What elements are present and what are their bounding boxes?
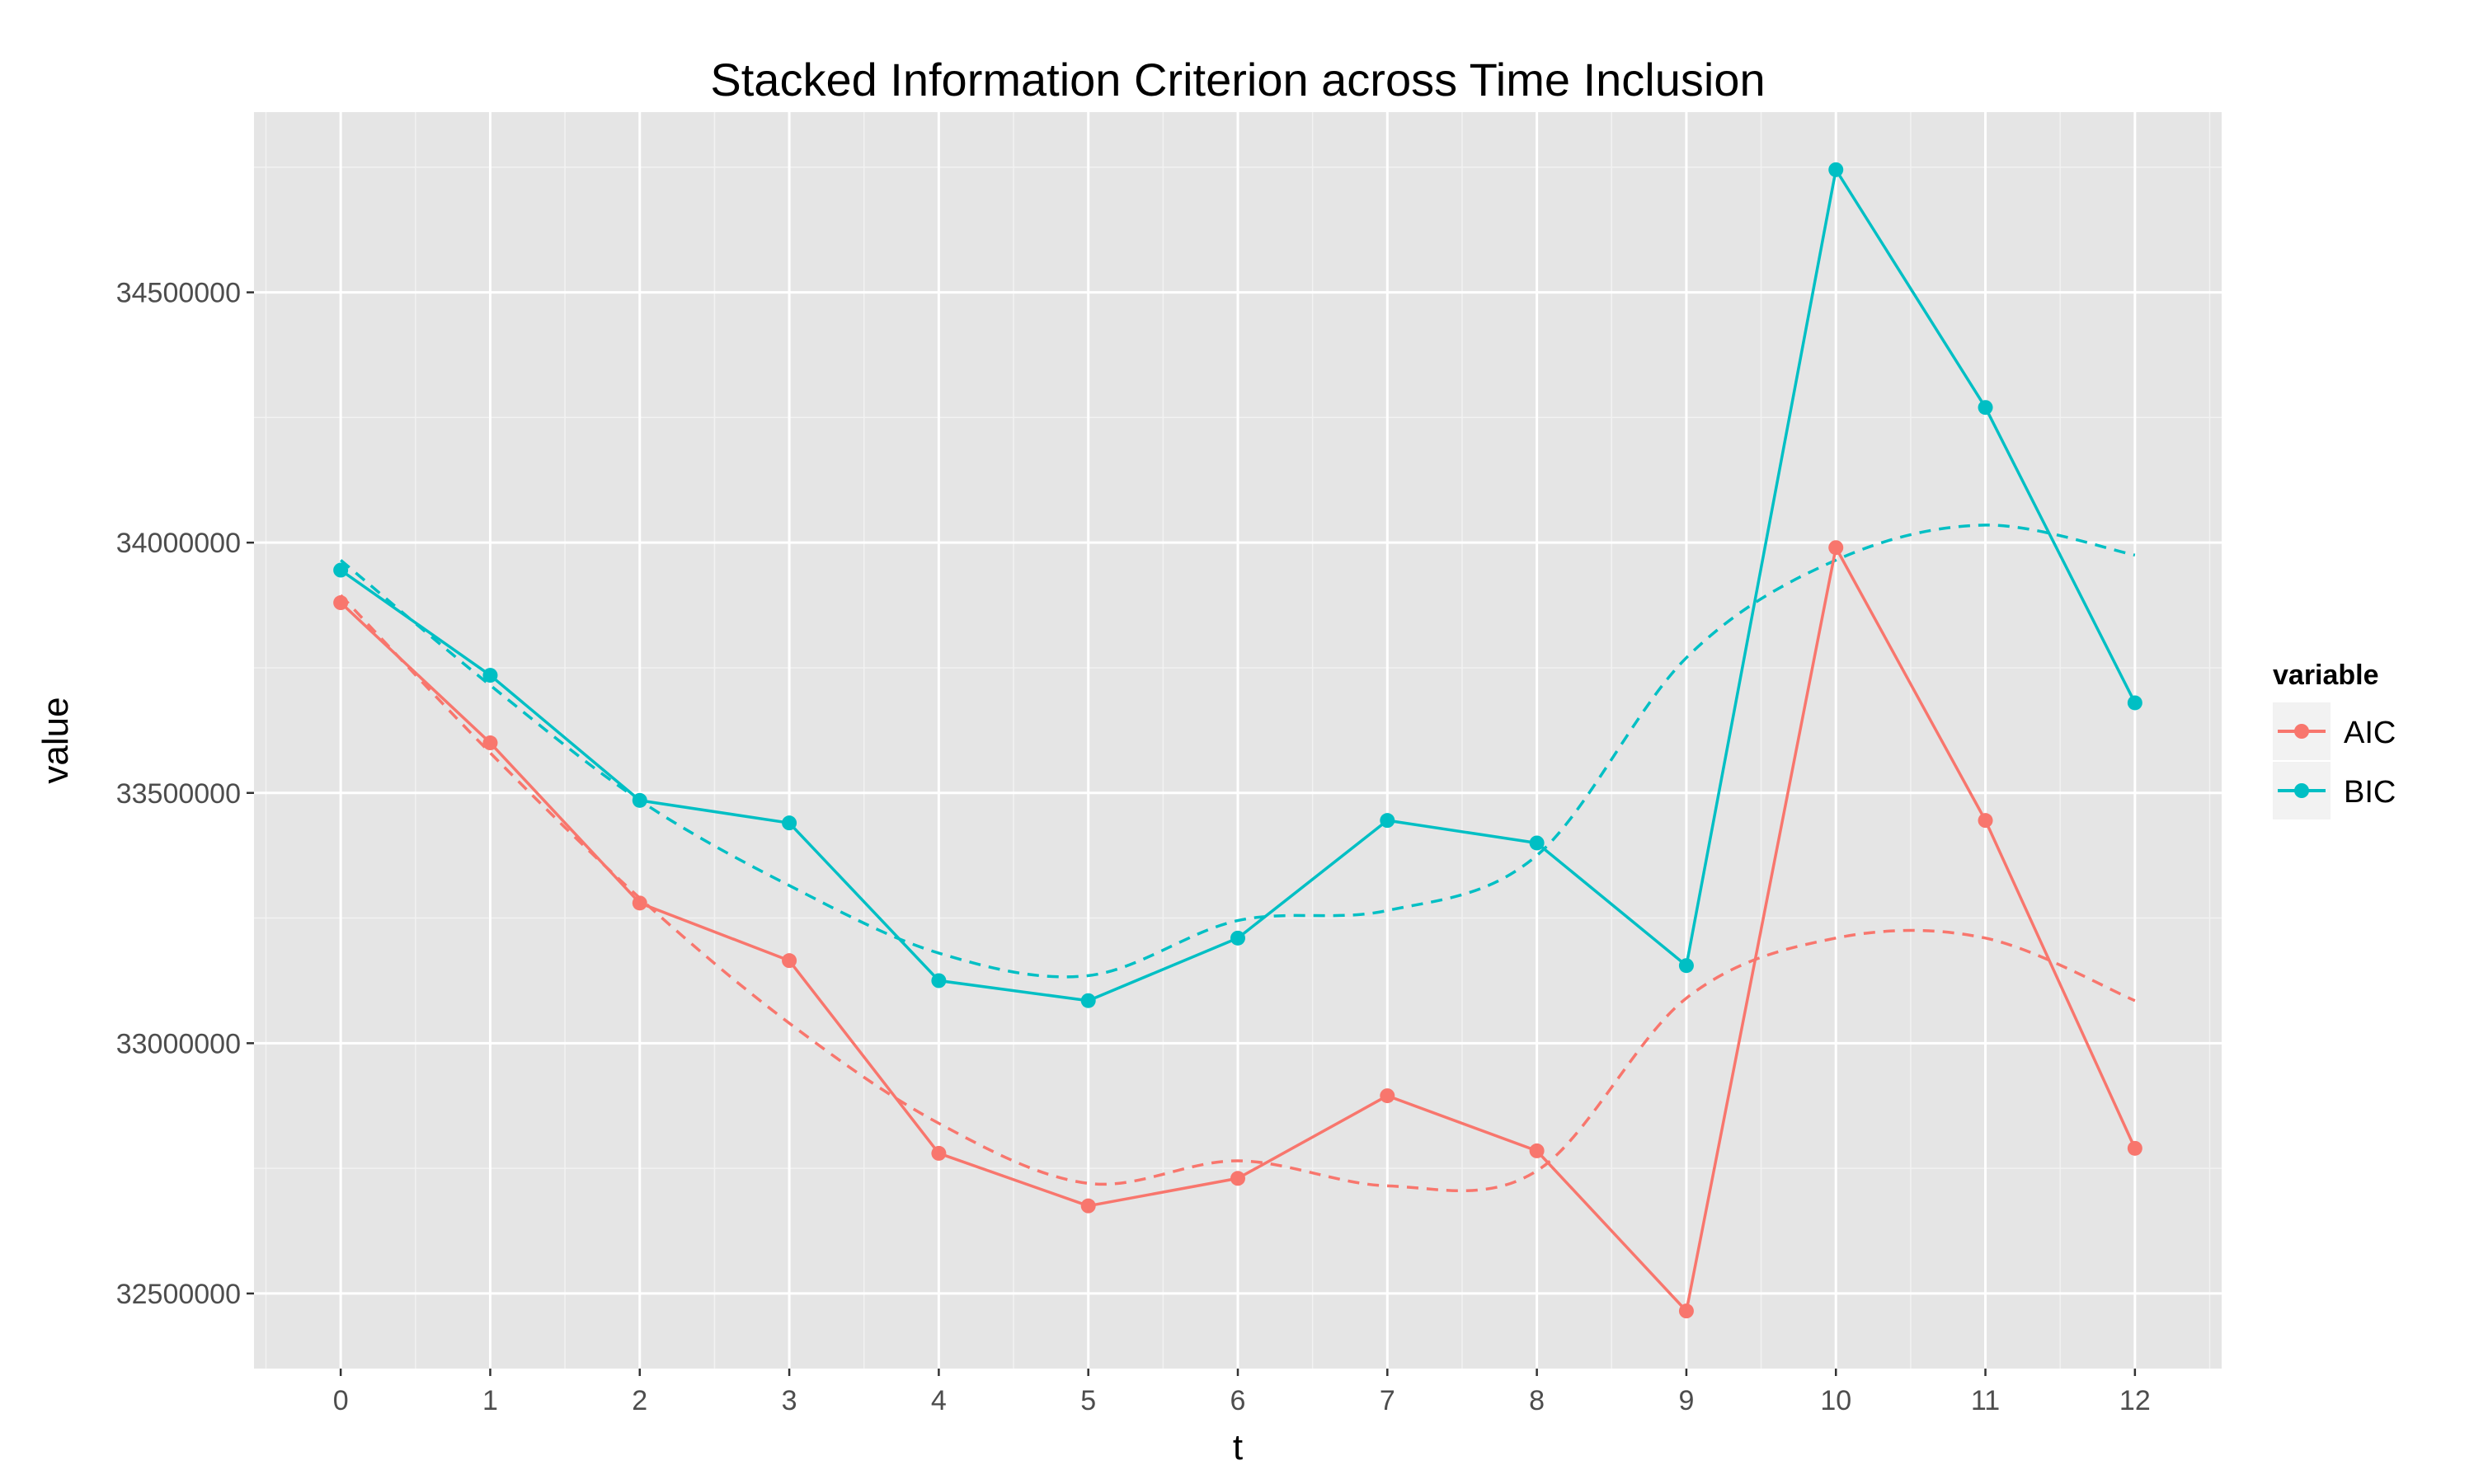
data-point-aic (782, 953, 797, 969)
data-point-aic (931, 1145, 947, 1161)
y-tick-label: 34000000 (116, 528, 241, 559)
legend-marker-bic (2294, 783, 2309, 798)
chart-title: Stacked Information Criterion across Tim… (710, 54, 1765, 106)
x-tick-label: 12 (2119, 1385, 2151, 1416)
series-points (333, 162, 2142, 1319)
x-tick-label: 8 (1529, 1385, 1545, 1416)
y-tick-label: 33500000 (116, 778, 241, 810)
data-point-aic (482, 735, 498, 751)
grid-major (254, 112, 2222, 1369)
y-tick-label: 32500000 (116, 1279, 241, 1310)
data-point-bic (782, 815, 797, 831)
x-tick-label: 2 (632, 1385, 647, 1416)
legend: variable AIC BIC (2273, 660, 2396, 819)
y-axis-title: value (35, 697, 76, 783)
x-tick-label: 9 (1678, 1385, 1694, 1416)
data-point-bic (632, 792, 647, 808)
x-tick-label: 6 (1230, 1385, 1246, 1416)
trend-line-bic (340, 524, 2136, 979)
data-point-bic (1828, 162, 1844, 177)
y-tick-label: 33000000 (116, 1028, 241, 1059)
data-point-bic (2127, 695, 2142, 711)
data-point-aic (632, 895, 647, 911)
legend-label-bic: BIC (2344, 775, 2396, 810)
data-point-bic (333, 562, 349, 578)
data-point-bic (931, 973, 947, 989)
x-tick-label: 10 (1820, 1385, 1851, 1416)
legend-item-aic: AIC (2273, 702, 2396, 760)
x-tick-label: 11 (1971, 1385, 2000, 1416)
x-axis: 0 1 2 3 4 5 6 7 8 9 10 11 12 (333, 1369, 2151, 1416)
data-point-bic (1380, 813, 1395, 829)
data-point-aic (1529, 1143, 1545, 1158)
x-axis-title: t (1233, 1427, 1243, 1468)
trend-line-aic (339, 594, 2136, 1193)
x-tick-label: 3 (782, 1385, 797, 1416)
data-point-bic (1080, 993, 1096, 1008)
data-point-bic (1230, 930, 1245, 946)
x-tick-label: 4 (931, 1385, 947, 1416)
data-point-aic (1230, 1171, 1245, 1186)
y-tick-label: 34500000 (116, 278, 241, 309)
data-point-bic (1678, 958, 1694, 974)
data-point-aic (1080, 1198, 1096, 1214)
legend-title: variable (2273, 660, 2379, 691)
legend-label-aic: AIC (2344, 716, 2396, 750)
y-axis: 32500000 33000000 33500000 34000000 34500000 (116, 278, 254, 1310)
data-point-bic (1978, 400, 1993, 416)
x-tick-label: 1 (482, 1385, 498, 1416)
smooth-lines (339, 524, 2136, 1193)
data-point-aic (333, 595, 349, 611)
data-point-aic (2127, 1140, 2142, 1156)
data-point-aic (1678, 1303, 1694, 1319)
legend-marker-aic (2294, 724, 2309, 739)
data-point-bic (482, 668, 498, 683)
x-tick-label: 7 (1380, 1385, 1395, 1416)
data-point-aic (1828, 540, 1844, 556)
x-tick-label: 5 (1080, 1385, 1096, 1416)
x-tick-label: 0 (333, 1385, 349, 1416)
data-point-bic (1529, 835, 1545, 851)
data-point-aic (1380, 1088, 1395, 1104)
legend-item-bic: BIC (2273, 762, 2396, 819)
data-point-aic (1978, 813, 1993, 829)
